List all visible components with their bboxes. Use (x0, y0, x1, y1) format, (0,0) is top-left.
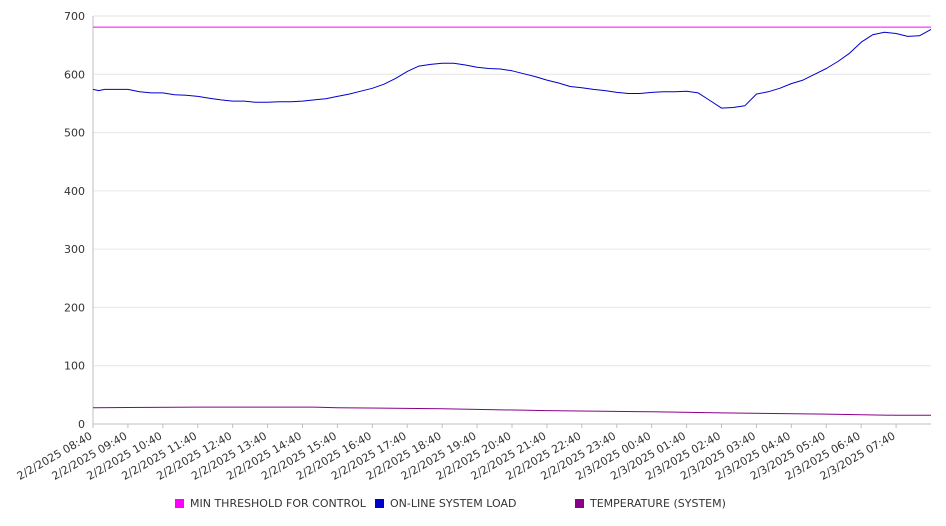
legend-swatch-min-threshold (175, 499, 184, 508)
y-tick-label: 400 (64, 185, 85, 198)
x-tick-labels: 2/2/2025 08:402/2/2025 09:402/2/2025 10:… (15, 429, 898, 483)
y-tick-label: 200 (64, 301, 85, 314)
y-tick-label: 600 (64, 68, 85, 81)
y-tick-label: 500 (64, 127, 85, 140)
legend: MIN THRESHOLD FOR CONTROL ON-LINE SYSTEM… (0, 497, 946, 515)
legend-label-min-threshold: MIN THRESHOLD FOR CONTROL (190, 497, 366, 510)
axes (92, 16, 931, 428)
gridlines (93, 15, 931, 367)
y-tick-label: 0 (78, 418, 85, 431)
legend-item-min-threshold[interactable]: MIN THRESHOLD FOR CONTROL (175, 497, 366, 510)
y-tick-labels: 0 100 200 300 400 500 600 700 (64, 10, 85, 431)
legend-item-temperature[interactable]: TEMPERATURE (SYSTEM) (575, 497, 726, 510)
legend-label-system-load: ON-LINE SYSTEM LOAD (390, 497, 517, 510)
temperature-line (92, 406, 931, 416)
y-tick-label: 700 (64, 10, 85, 23)
series-lines (92, 26, 932, 416)
y-tick-label: 100 (64, 360, 85, 373)
legend-swatch-system-load (375, 499, 384, 508)
legend-item-system-load[interactable]: ON-LINE SYSTEM LOAD (375, 497, 516, 510)
legend-label-temperature: TEMPERATURE (SYSTEM) (590, 497, 726, 510)
legend-swatch-temperature (575, 499, 584, 508)
system-load-line (92, 28, 932, 109)
y-tick-label: 300 (64, 243, 85, 256)
